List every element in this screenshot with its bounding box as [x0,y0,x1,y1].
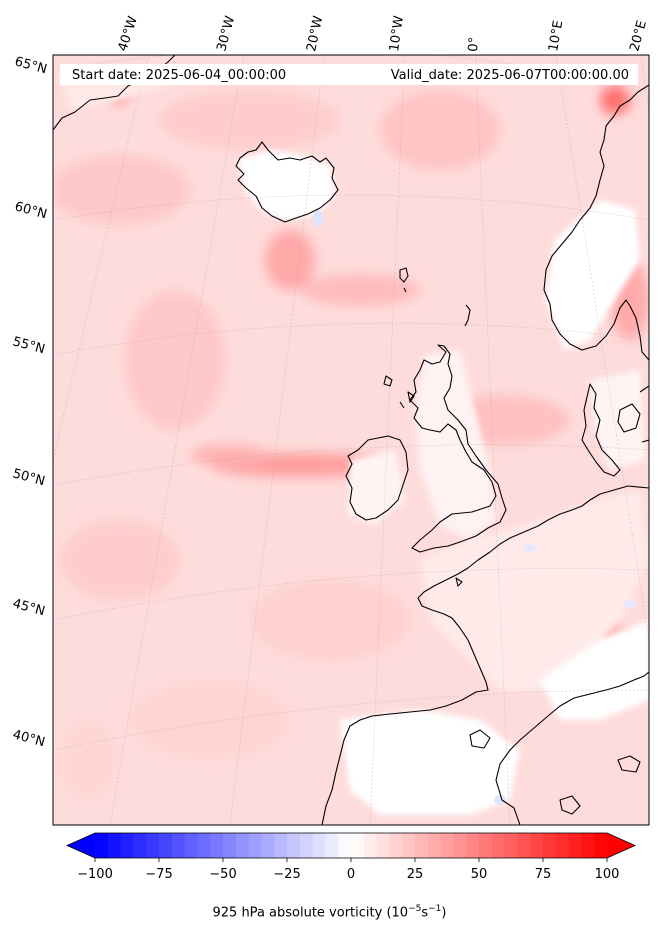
map-panel [53,55,649,825]
lat-label-65n: 65°N [13,54,49,77]
header-band [60,64,638,85]
lat-label-40n: 40°N [11,727,47,750]
colorbar-segment [133,833,147,858]
lon-label-10w: 10°W [387,15,407,53]
colorbar-segment [95,833,109,858]
europe-mainland-coast [321,485,649,825]
colorbar-segment [223,833,237,858]
colorbar-segment [466,833,480,858]
colorbar-segment [146,833,160,858]
lon-label-10e: 10°E [546,19,566,52]
colorbar-tick-label: −25 [273,867,300,882]
great-britain-coast [409,344,507,553]
colorbar-segment [338,833,352,858]
colorbar-tick-label: −75 [145,867,172,882]
colorbar-segment [197,833,211,858]
colorbar-segment [235,833,250,858]
norway-coast [543,84,649,361]
colorbar-segment [440,833,454,858]
colorbar-segment [184,833,198,858]
colorbar-segment [530,833,544,858]
colorbar-segment [427,833,442,858]
colorbar-extend-low [67,833,95,858]
valid-date-label: Valid_date: 2025-06-07T00:00:00.00 [391,68,629,83]
iceland-coast [235,141,339,223]
colorbar-tick-label: −50 [209,867,236,882]
ireland-coast [345,435,409,521]
colorbar-tick-label: −100 [77,867,113,882]
lat-label-55n: 55°N [11,334,47,357]
colorbar-segment [479,833,493,858]
colorbar-segment [312,833,326,858]
colorbar-segment [171,833,186,858]
negative-vorticity-spot [624,600,636,608]
colorbar-title: 925 hPa absolute vorticity (10−5s−1) [212,904,447,921]
lon-label-40w: 40°W [116,14,141,53]
colorbar-segment [376,833,390,858]
colorbar-segment [491,833,506,858]
mediterranean-coast [495,671,649,825]
latitude-labels: 65°N 60°N 55°N 50°N 45°N 40°N [11,54,49,750]
colorbar-segment [453,833,467,858]
lat-label-50n: 50°N [11,466,47,489]
colorbar-segment [299,833,314,858]
colorbar-tick-label: 75 [535,867,552,882]
colorbar-segment [581,833,595,858]
negative-vorticity-spot [313,210,323,226]
lon-label-30w: 30°W [214,14,238,53]
colorbar-extend-high [607,833,635,858]
colorbar-segment [120,833,134,858]
colorbar-segment [210,833,224,858]
start-date-label: Start date: 2025-06-04_00:00:00 [72,68,286,83]
longitude-labels: 40°W 30°W 20°W 10°W 0° 10°E 20°E [116,14,650,53]
colorbar-segment [363,833,378,858]
lon-label-0: 0° [466,36,482,52]
negative-vorticity-spot [524,544,536,552]
colorbar-segment [402,833,416,858]
negative-vorticity-spot [494,795,506,805]
colorbar-segment [568,833,582,858]
colorbar-segment [248,833,262,858]
colorbar-tick-label: 100 [595,867,620,882]
colorbar-segment [594,833,608,858]
lon-label-20e: 20°E [627,19,650,53]
colorbar-segment [261,833,275,858]
colorbar-tick-label: 50 [471,867,488,882]
colorbar-segment [159,833,173,858]
lat-label-60n: 60°N [13,199,49,222]
colorbar-ticks: −100 −75 −50 −25 0 25 50 75 100 [77,858,619,882]
colorbar-tick-label: 25 [407,867,424,882]
colorbar-segment [504,833,518,858]
colorbar-segment [351,833,365,858]
map-frame [52,54,650,826]
lon-label-20w: 20°W [304,14,326,52]
colorbar-segment [543,833,557,858]
colorbar-segment [517,833,531,858]
colorbar-segment [555,833,570,858]
colorbar-segment [274,833,288,858]
colorbar-tick-label: 0 [347,867,355,882]
colorbar-segment [415,833,429,858]
colorbar-segment [287,833,301,858]
colorbar-segment [107,833,122,858]
colorbar-segment [325,833,339,858]
colorbar [66,832,636,859]
lat-label-45n: 45°N [11,596,47,619]
denmark-coast [581,383,621,477]
coastlines [53,55,649,825]
colorbar-segment [389,833,403,858]
